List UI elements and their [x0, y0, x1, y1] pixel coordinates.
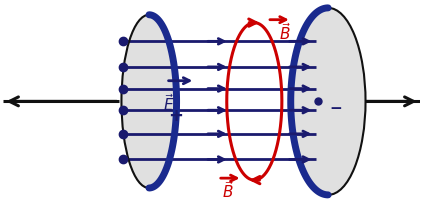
Text: −: −	[330, 101, 342, 116]
Ellipse shape	[291, 8, 365, 195]
Ellipse shape	[121, 15, 176, 188]
Text: $\vec{B}$: $\vec{B}$	[279, 22, 291, 43]
Text: $\vec{B}$: $\vec{B}$	[222, 180, 234, 201]
Text: $\vec{E}$: $\vec{E}$	[163, 94, 174, 115]
Text: +: +	[168, 107, 183, 125]
